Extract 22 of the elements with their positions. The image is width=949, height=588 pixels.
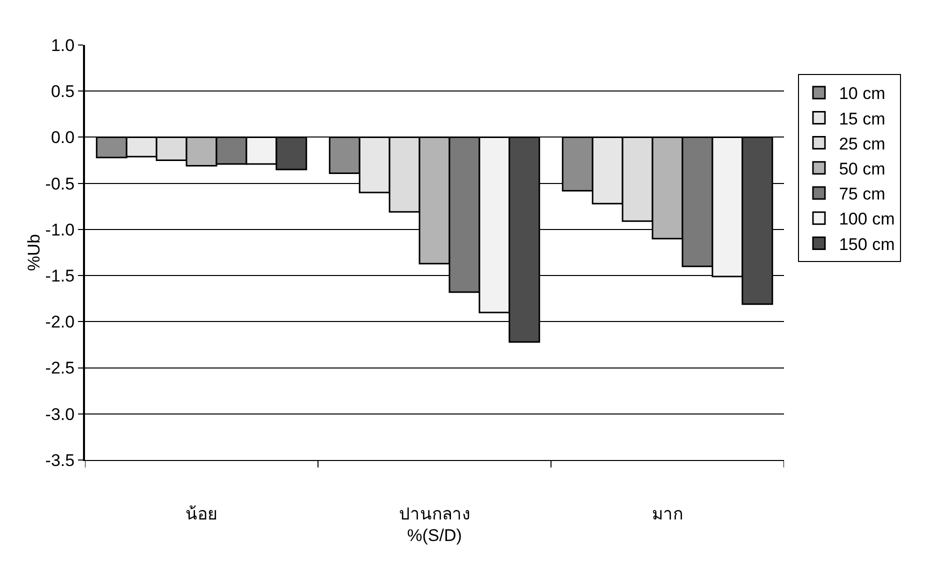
y-tick-label: 1.0 — [50, 36, 75, 55]
x-tick-label: มาก — [652, 504, 683, 524]
y-tick-label: -2.0 — [45, 312, 75, 332]
y-tick-label: -3.0 — [45, 404, 75, 424]
y-tick-label: -3.5 — [45, 450, 75, 470]
y-axis-title: %Ub — [24, 234, 44, 271]
legend-label: 10 cm — [838, 84, 886, 104]
legend-label: 150 cm — [838, 234, 895, 254]
y-tick-label: -2.5 — [45, 358, 75, 378]
y-tick-label: -0.5 — [45, 174, 75, 194]
legend-label: 75 cm — [838, 184, 886, 204]
y-tick-label: -1.5 — [45, 266, 75, 286]
legend-label: 25 cm — [838, 134, 886, 154]
legend-label: 15 cm — [838, 109, 886, 128]
legend-label: 100 cm — [838, 210, 895, 229]
y-tick-label: 0.5 — [50, 82, 75, 102]
x-axis-title: %(S/D) — [407, 526, 462, 545]
legend-label: 50 cm — [838, 160, 886, 179]
x-tick-label: ปานกลาง — [399, 504, 470, 524]
y-tick-label: -1.0 — [45, 220, 75, 240]
x-tick-label: น้อย — [186, 504, 218, 524]
y-tick-label: 0.0 — [50, 128, 75, 148]
